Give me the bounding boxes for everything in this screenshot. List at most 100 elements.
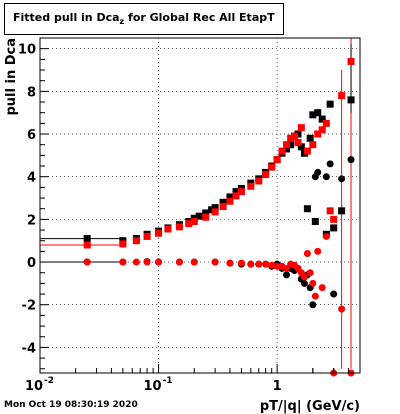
data-point-square (255, 177, 263, 185)
chart-title: Fitted pull in Dcaz for Global Rec All E… (13, 11, 275, 26)
data-point-square (232, 192, 240, 200)
y-tick-label: -4 (22, 341, 36, 356)
data-point-circle (347, 156, 355, 164)
data-point-circle (247, 260, 255, 268)
data-point-circle (303, 250, 311, 258)
data-point-square (314, 109, 322, 117)
data-point-circle (143, 258, 151, 266)
data-point-circle (268, 261, 276, 269)
plot-frame (39, 37, 361, 374)
data-point-circle (155, 258, 163, 266)
data-point-circle (330, 290, 338, 298)
data-point-square (287, 134, 295, 142)
data-point-circle (190, 258, 198, 266)
data-point-square (338, 92, 346, 100)
data-point-square (208, 206, 216, 214)
timestamp-footer: Mon Oct 19 08:30:19 2020 (4, 400, 138, 410)
data-point-circle (338, 305, 346, 313)
data-point-square (303, 205, 311, 213)
y-tick-label: 4 (27, 171, 36, 186)
data-point-circle (326, 160, 334, 168)
x-tick-exponent: -1 (163, 376, 173, 386)
data-point-square (306, 134, 314, 142)
data-point-square (347, 96, 355, 104)
data-point-square (326, 100, 334, 108)
data-point-circle (300, 279, 308, 287)
x-tick-label: 10 (144, 379, 162, 394)
data-point-circle (211, 258, 219, 266)
data-point-square (143, 232, 151, 240)
data-point-square (132, 237, 140, 245)
data-point-square (294, 139, 302, 147)
data-point-square (309, 141, 317, 149)
data-point-circle (283, 271, 291, 279)
data-point-square (202, 209, 210, 217)
data-point-square (278, 147, 286, 155)
title-box: Fitted pull in Dcaz for Global Rec All E… (4, 3, 284, 35)
data-point-square (268, 163, 276, 171)
grid-lines (39, 38, 360, 373)
data-point-square (297, 143, 305, 151)
data-series (40, 38, 355, 377)
data-point-circle (300, 273, 308, 281)
y-tick-label: 6 (27, 128, 36, 143)
data-point-square (330, 215, 338, 223)
data-point-square (294, 130, 302, 138)
y-tick-label: -2 (22, 299, 36, 314)
data-point-square (155, 229, 163, 237)
data-point-circle (83, 258, 91, 266)
data-point-square (211, 204, 219, 212)
data-point-square (287, 141, 295, 149)
data-point-circle (262, 260, 270, 268)
data-point-square (164, 225, 172, 233)
title-subscript: z (119, 17, 125, 26)
data-point-square (330, 224, 338, 232)
data-point-square (237, 188, 245, 196)
data-point-square (83, 235, 91, 243)
data-point-square (226, 197, 234, 205)
data-point-square (185, 220, 193, 228)
y-tick-label: 2 (27, 213, 36, 228)
data-point-square (211, 208, 219, 216)
data-point-square (311, 218, 319, 226)
x-axis-label: pT/|q| (GeV/c) (260, 399, 360, 414)
data-point-square (247, 182, 255, 190)
title-main: Fitted pull in Dca (13, 11, 120, 24)
data-point-circle (309, 279, 317, 287)
data-point-circle (322, 232, 330, 240)
y-tick-label: 0 (27, 256, 36, 271)
data-point-circle (175, 258, 183, 266)
data-point-square (83, 241, 91, 249)
data-point-square (297, 124, 305, 132)
x-tick-label: 10 (25, 379, 43, 394)
data-point-square (202, 213, 210, 221)
data-point-square (262, 171, 270, 179)
x-tick-exponent: -2 (44, 376, 54, 386)
data-point-circle (132, 258, 140, 266)
data-point-square (232, 188, 240, 196)
data-point-square (119, 240, 127, 248)
data-point-circle (255, 260, 263, 268)
data-point-square (273, 156, 281, 164)
series-3 (83, 232, 355, 377)
data-point-square (219, 203, 227, 211)
data-point-square (283, 145, 291, 153)
data-point-circle (318, 284, 326, 292)
data-point-square (318, 115, 326, 123)
data-point-square (190, 218, 198, 226)
y-tick-label: 10 (18, 43, 36, 58)
series-0 (83, 96, 355, 245)
data-point-square (326, 207, 334, 215)
title-suffix: for Global Rec All EtapT (124, 11, 275, 24)
series-2 (83, 57, 355, 249)
x-tick-label: 1 (273, 379, 282, 394)
data-point-square (290, 132, 298, 140)
data-point-square (195, 212, 203, 220)
data-point-circle (237, 259, 245, 267)
data-point-square (226, 193, 234, 201)
data-point-square (338, 207, 346, 215)
data-point-square (175, 223, 183, 231)
data-point-circle (309, 301, 317, 309)
